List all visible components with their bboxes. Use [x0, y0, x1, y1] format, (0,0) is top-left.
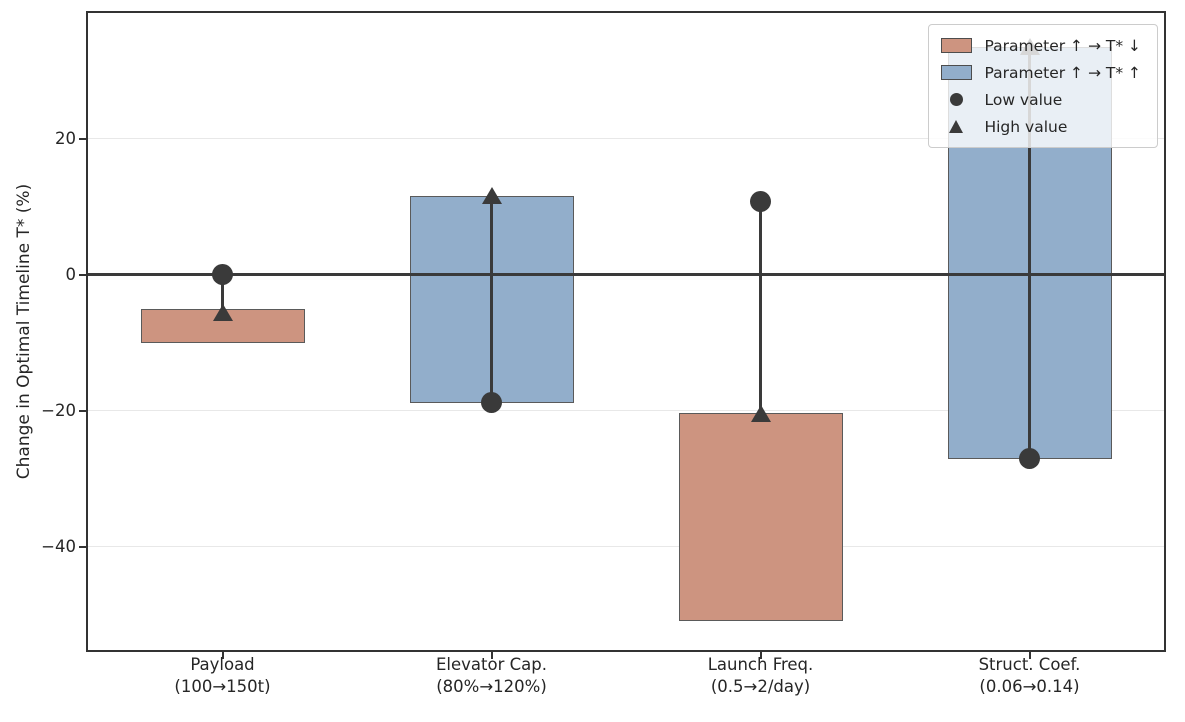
x-tick-mark	[490, 652, 493, 659]
legend-label: Parameter ↑ → T* ↓	[984, 36, 1141, 55]
circle-marker-glyph	[949, 93, 963, 106]
low-value-marker	[1019, 448, 1040, 470]
x-category-label: Payload (100→150t)	[88, 654, 357, 698]
x-category-label-line1: Struct. Coef.	[978, 655, 1081, 674]
gridline	[88, 546, 1164, 548]
x-tick-mark	[221, 652, 224, 659]
marker-connector	[1028, 46, 1031, 459]
low-value-marker	[750, 191, 771, 213]
y-tick-mark	[79, 273, 86, 276]
y-tick-label: −20	[41, 400, 76, 420]
x-category-label-line2: (100→150t)	[174, 677, 271, 696]
x-category-label: Struct. Coef. (0.06→0.14)	[895, 654, 1164, 698]
legend-row: Parameter ↑ → T* ↑	[939, 59, 1141, 86]
x-category-label-line2: (0.5→2/day)	[710, 677, 811, 696]
x-tick-mark	[759, 652, 762, 659]
x-category-label-line1: Launch Freq.	[707, 655, 814, 674]
low-value-marker	[481, 392, 502, 414]
y-tick-mark	[79, 137, 86, 140]
bar	[678, 413, 843, 622]
high-value-marker	[750, 404, 771, 422]
high-value-marker	[481, 187, 502, 205]
low-value-marker	[212, 264, 233, 286]
down-swatch-color	[940, 38, 972, 53]
legend-row: High value	[939, 113, 1141, 140]
marker-connector	[490, 195, 493, 403]
zero-line	[88, 273, 1164, 276]
legend-label: High value	[984, 117, 1068, 136]
x-tick-mark	[1028, 652, 1031, 659]
down-swatch-icon	[939, 38, 973, 53]
x-category-label-line1: Payload	[190, 655, 255, 674]
y-tick-label: 20	[55, 128, 76, 148]
plot-area: 20 0 −20 −40 Payload (100→150t) Elevator Cap. (…	[41, 11, 1166, 696]
triangle-marker-glyph	[949, 120, 964, 133]
y-tick-label: −40	[41, 536, 76, 556]
triangle-icon	[939, 120, 973, 133]
legend: Parameter ↑ → T* ↓ Parameter ↑ → T* ↑ Low …	[928, 24, 1158, 148]
x-category-label-line2: (80%→120%)	[436, 677, 547, 696]
x-category-label-line1: Elevator Cap.	[436, 655, 547, 674]
high-value-marker	[212, 303, 233, 321]
up-swatch-color	[940, 65, 972, 80]
marker-connector	[221, 274, 224, 313]
x-category-label: Launch Freq. (0.5→2/day)	[626, 654, 895, 698]
legend-row: Parameter ↑ → T* ↓	[939, 32, 1141, 59]
legend-label: Low value	[984, 90, 1063, 109]
x-category-label-line2: (0.06→0.14)	[979, 677, 1080, 696]
legend-label: Parameter ↑ → T* ↑	[984, 63, 1141, 82]
gridline	[88, 410, 1164, 412]
y-tick-mark	[79, 545, 86, 548]
x-category-label: Elevator Cap. (80%→120%)	[357, 654, 626, 698]
y-tick-label: 0	[65, 264, 77, 284]
legend-row: Low value	[939, 86, 1141, 113]
up-swatch-icon	[939, 65, 973, 80]
y-tick-mark	[79, 409, 86, 412]
marker-connector	[759, 201, 762, 414]
circle-icon	[939, 93, 973, 106]
gridline	[88, 138, 1164, 140]
